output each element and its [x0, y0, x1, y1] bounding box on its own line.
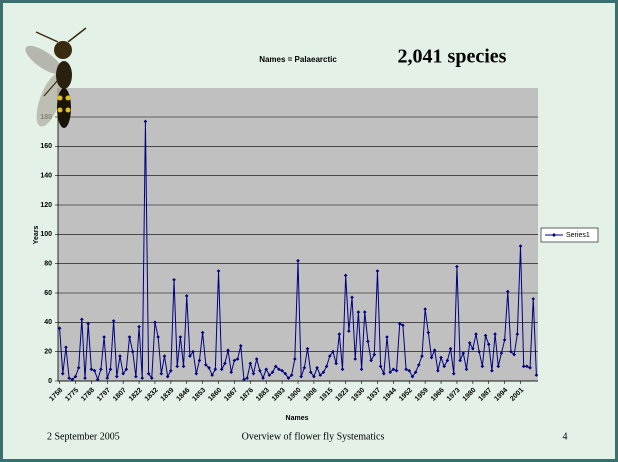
y-tick-label: 120 — [40, 202, 52, 209]
chart-title: 2,041 species — [398, 46, 507, 68]
y-tick-label: 80 — [44, 261, 52, 268]
y-tick-label: 40 — [44, 319, 52, 326]
y-tick-label: 20 — [44, 349, 52, 356]
footer-title: Overview of flower fly Systematics — [242, 431, 385, 442]
y-tick-label: 100 — [40, 231, 52, 238]
y-tick-label: 140 — [40, 173, 52, 180]
y-tick-label: 160 — [40, 143, 52, 150]
page-number: 4 — [563, 431, 568, 442]
y-tick-label: 60 — [44, 290, 52, 297]
x-axis-label: Names — [286, 415, 309, 422]
y-tick-label: 0 — [48, 378, 52, 385]
chart: 0204060801001201401601801758177517881797… — [33, 88, 598, 422]
footer-date: 2 September 2005 — [47, 431, 120, 442]
slide: 0204060801001201401601801758177517881797… — [0, 0, 618, 462]
page: {"chart_data": {"type": "line", "subtitl… — [0, 0, 618, 462]
y-axis-label: Years — [33, 226, 40, 245]
legend-label: Series1 — [566, 232, 590, 239]
chart-subtitle: Names = Palaearctic — [259, 55, 337, 64]
